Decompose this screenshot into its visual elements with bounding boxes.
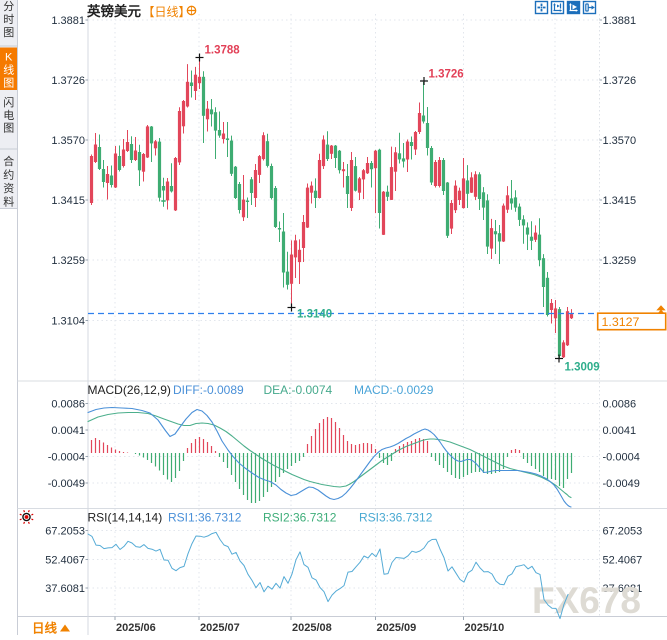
svg-text:-0.0004: -0.0004 bbox=[48, 452, 85, 464]
svg-text:0.0041: 0.0041 bbox=[51, 425, 85, 437]
svg-text:DEA:-0.0074: DEA:-0.0074 bbox=[264, 383, 333, 397]
svg-text:2025/06: 2025/06 bbox=[116, 622, 156, 634]
svg-text:1.3726: 1.3726 bbox=[51, 75, 85, 87]
svg-text:2025/08: 2025/08 bbox=[292, 622, 332, 634]
svg-text:时: 时 bbox=[3, 13, 14, 26]
svg-text:0.0086: 0.0086 bbox=[603, 399, 637, 411]
svg-text:2025/09: 2025/09 bbox=[377, 622, 417, 634]
svg-text:52.4067: 52.4067 bbox=[45, 555, 85, 567]
svg-text:37.6081: 37.6081 bbox=[45, 583, 85, 595]
svg-text:1.3259: 1.3259 bbox=[51, 255, 85, 267]
svg-text:图: 图 bbox=[3, 26, 14, 39]
svg-text:52.4067: 52.4067 bbox=[603, 555, 643, 567]
svg-text:67.2053: 67.2053 bbox=[603, 526, 643, 538]
svg-text:0.0086: 0.0086 bbox=[51, 399, 85, 411]
svg-text:闪: 闪 bbox=[3, 95, 14, 109]
svg-text:日线: 日线 bbox=[32, 621, 58, 636]
svg-text:2025/07: 2025/07 bbox=[200, 622, 240, 634]
svg-text:图: 图 bbox=[3, 77, 14, 90]
svg-text:1.3415: 1.3415 bbox=[603, 195, 637, 207]
svg-text:英镑美元: 英镑美元 bbox=[86, 3, 141, 19]
svg-text:1.3104: 1.3104 bbox=[51, 316, 85, 328]
svg-text:1.3881: 1.3881 bbox=[51, 15, 85, 27]
svg-text:2025/10: 2025/10 bbox=[465, 622, 505, 634]
svg-text:料: 料 bbox=[3, 195, 14, 209]
svg-text:RSI(14,14,14): RSI(14,14,14) bbox=[88, 511, 163, 525]
svg-text:-0.0049: -0.0049 bbox=[603, 478, 640, 490]
svg-text:-0.0004: -0.0004 bbox=[603, 452, 640, 464]
svg-text:RSI1:36.7312: RSI1:36.7312 bbox=[168, 511, 242, 525]
svg-text:电: 电 bbox=[3, 109, 14, 122]
svg-text:K: K bbox=[5, 52, 13, 64]
svg-text:1.3788: 1.3788 bbox=[205, 45, 241, 57]
svg-text:FX678: FX678 bbox=[532, 580, 641, 621]
svg-text:67.2053: 67.2053 bbox=[45, 526, 85, 538]
svg-text:合: 合 bbox=[3, 154, 14, 168]
svg-text:1.3140: 1.3140 bbox=[297, 309, 332, 321]
svg-text:MACD(26,12,9): MACD(26,12,9) bbox=[88, 383, 171, 397]
svg-text:1.3881: 1.3881 bbox=[603, 15, 637, 27]
svg-text:约: 约 bbox=[3, 169, 14, 182]
svg-text:RSI2:36.7312: RSI2:36.7312 bbox=[263, 511, 337, 525]
svg-text:37.6081: 37.6081 bbox=[603, 583, 643, 595]
svg-text:DIFF:-0.0089: DIFF:-0.0089 bbox=[173, 383, 244, 397]
svg-text:线: 线 bbox=[3, 63, 14, 77]
svg-text:1.3726: 1.3726 bbox=[429, 69, 464, 81]
svg-text:1.3726: 1.3726 bbox=[603, 75, 637, 87]
svg-text:1.3009: 1.3009 bbox=[565, 362, 600, 374]
svg-text:1.3259: 1.3259 bbox=[603, 255, 637, 267]
svg-text:【日线】: 【日线】 bbox=[143, 5, 191, 19]
svg-text:1.3570: 1.3570 bbox=[51, 135, 85, 147]
svg-text:-0.0049: -0.0049 bbox=[48, 478, 85, 490]
svg-text:1.3415: 1.3415 bbox=[51, 195, 85, 207]
svg-text:1.3570: 1.3570 bbox=[603, 135, 637, 147]
svg-text:RSI3:36.7312: RSI3:36.7312 bbox=[359, 511, 433, 525]
svg-text:图: 图 bbox=[3, 122, 14, 135]
svg-text:资: 资 bbox=[3, 182, 14, 195]
svg-text:1.3127: 1.3127 bbox=[602, 315, 640, 329]
svg-text:0.0041: 0.0041 bbox=[603, 425, 637, 437]
svg-text:MACD:-0.0029: MACD:-0.0029 bbox=[354, 383, 434, 397]
svg-text:分: 分 bbox=[3, 0, 14, 13]
